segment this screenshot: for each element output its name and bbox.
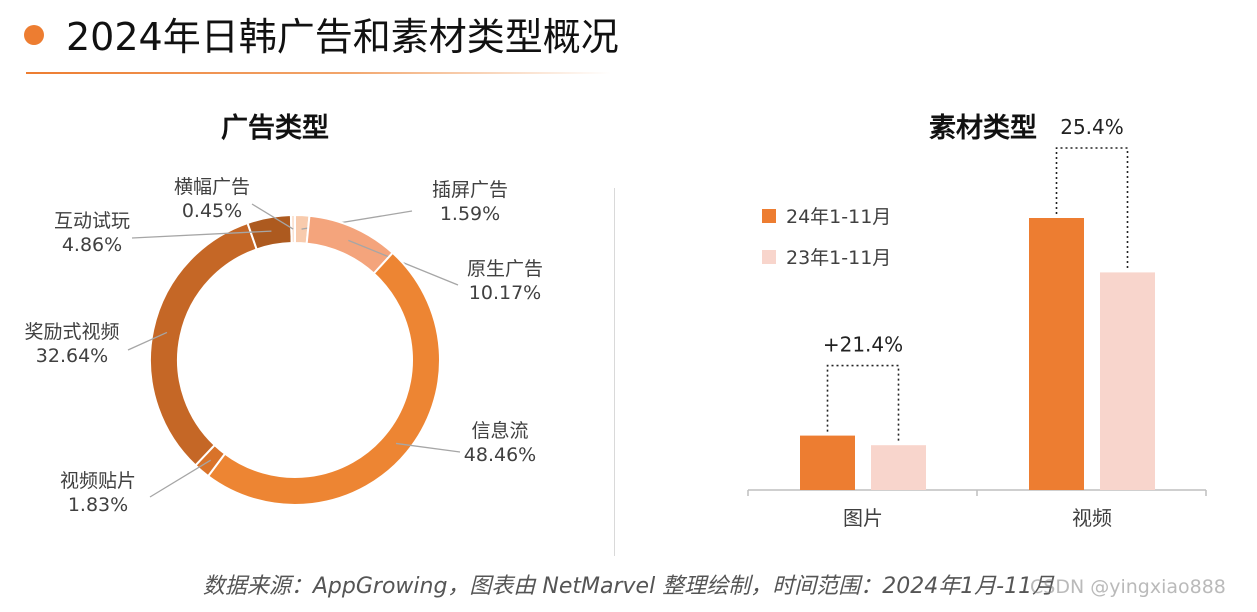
slice-label-6: 横幅广告 [174,176,250,198]
page-title: 2024年日韩广告和素材类型概况 [66,15,619,59]
slice-label-5: 互动试玩 [54,210,130,232]
bar-视频-1 [1100,272,1155,490]
donut-slice-1 [305,214,395,275]
title-bullet [24,25,44,45]
slice-value-5: 4.86% [62,234,122,256]
bar-图片-1 [871,445,926,490]
leader-line-4 [127,331,168,351]
x-tick-label-0: 图片 [843,506,883,530]
slice-value-2: 48.46% [464,444,536,466]
leader-line-5 [131,230,272,239]
legend-swatch-1 [762,250,776,264]
watermark: CSDN @yingxiao888 [1030,576,1226,598]
slice-value-4: 32.64% [36,345,108,367]
source-note: 数据来源：AppGrowing，图表由 NetMarvel 整理绘制，时间范围：… [202,574,1055,599]
growth-bracket-1 [1055,147,1129,269]
legend-swatch-0 [762,209,776,223]
x-tick-label-1: 视频 [1072,506,1112,530]
leader-line-6 [251,203,294,230]
slice-label-4: 奖励式视频 [24,321,119,343]
growth-label-1: 25.4% [1060,115,1124,139]
growth-label-0: +21.4% [823,333,903,357]
leader-line-2 [395,442,461,453]
donut-slice-2 [206,251,441,506]
ad-type-chart-title: 广告类型 [221,113,329,144]
title-underline [26,72,611,74]
legend-label-1: 23年1-11月 [786,247,891,269]
slice-label-0: 插屏广告 [432,179,508,201]
chart-divider [614,188,615,556]
donut-slice-4 [149,221,258,467]
bar-图片-0 [800,435,855,490]
slice-label-3: 视频贴片 [60,470,136,492]
legend-label-0: 24年1-11月 [786,206,891,228]
slice-value-6: 0.45% [182,200,242,222]
leader-line-3 [149,459,211,498]
bar-视频-0 [1029,218,1084,490]
slice-label-2: 信息流 [471,420,528,442]
slice-value-3: 1.83% [68,494,128,516]
slice-value-1: 10.17% [469,282,541,304]
material-type-chart-title: 素材类型 [929,113,1037,144]
slice-label-1: 原生广告 [467,258,543,280]
growth-bracket-0 [826,364,900,442]
slice-value-0: 1.59% [440,203,500,225]
